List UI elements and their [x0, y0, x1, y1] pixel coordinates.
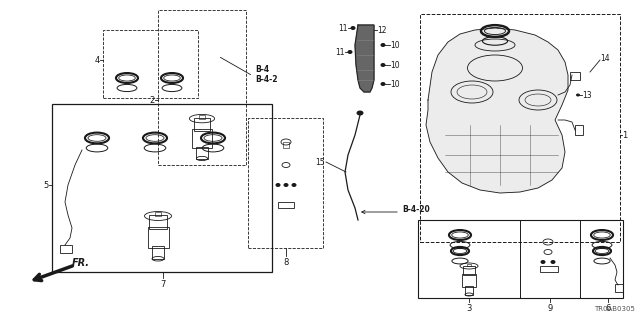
Bar	[103, 30, 198, 98]
Text: 9: 9	[547, 304, 552, 313]
Text: 13: 13	[582, 91, 591, 100]
Bar	[278, 202, 294, 208]
Text: 10: 10	[390, 79, 399, 89]
Text: TR0AB0305: TR0AB0305	[594, 306, 635, 312]
Ellipse shape	[541, 260, 545, 264]
Bar	[152, 246, 164, 259]
Text: 10: 10	[390, 41, 399, 50]
Ellipse shape	[356, 110, 364, 116]
Text: 11: 11	[339, 23, 348, 33]
Text: 4: 4	[95, 55, 100, 65]
Text: 5: 5	[44, 180, 49, 189]
Bar	[570, 72, 580, 80]
Text: 7: 7	[160, 280, 166, 289]
Bar	[420, 14, 620, 242]
Bar	[283, 142, 289, 148]
Bar	[147, 227, 168, 247]
Ellipse shape	[381, 63, 385, 67]
Text: B-4-20: B-4-20	[402, 205, 429, 214]
Bar	[467, 263, 471, 266]
Bar	[158, 10, 246, 165]
Text: B-4-2: B-4-2	[255, 75, 278, 84]
Ellipse shape	[576, 93, 580, 97]
Bar	[199, 115, 205, 119]
Text: 12: 12	[377, 26, 387, 35]
Bar	[575, 125, 583, 135]
Ellipse shape	[284, 183, 289, 187]
Bar	[418, 220, 623, 298]
Bar	[155, 212, 161, 216]
Bar	[149, 215, 167, 229]
Text: 6: 6	[605, 304, 611, 313]
Bar	[615, 284, 623, 292]
Bar	[52, 104, 272, 272]
Polygon shape	[355, 25, 374, 92]
Text: 11: 11	[335, 47, 345, 57]
Ellipse shape	[381, 43, 385, 47]
Text: 1: 1	[622, 131, 627, 140]
Text: 14: 14	[600, 53, 610, 62]
Ellipse shape	[348, 50, 353, 54]
Ellipse shape	[381, 82, 385, 86]
Text: 3: 3	[467, 304, 472, 313]
Text: 8: 8	[284, 258, 289, 267]
Text: 2: 2	[150, 95, 155, 105]
Bar	[465, 286, 473, 294]
Bar	[196, 147, 207, 158]
Bar	[60, 245, 72, 253]
Text: 15: 15	[316, 157, 325, 166]
Bar	[248, 118, 323, 248]
Text: 10: 10	[390, 60, 399, 69]
Bar	[462, 274, 476, 287]
Ellipse shape	[275, 183, 280, 187]
Polygon shape	[426, 28, 568, 193]
Bar	[194, 118, 211, 131]
Bar	[192, 129, 212, 148]
Bar	[463, 266, 475, 275]
Ellipse shape	[550, 260, 556, 264]
Ellipse shape	[291, 183, 296, 187]
Bar	[540, 266, 558, 272]
Ellipse shape	[351, 26, 355, 30]
Text: B-4: B-4	[255, 65, 269, 74]
Text: FR.: FR.	[72, 258, 90, 268]
